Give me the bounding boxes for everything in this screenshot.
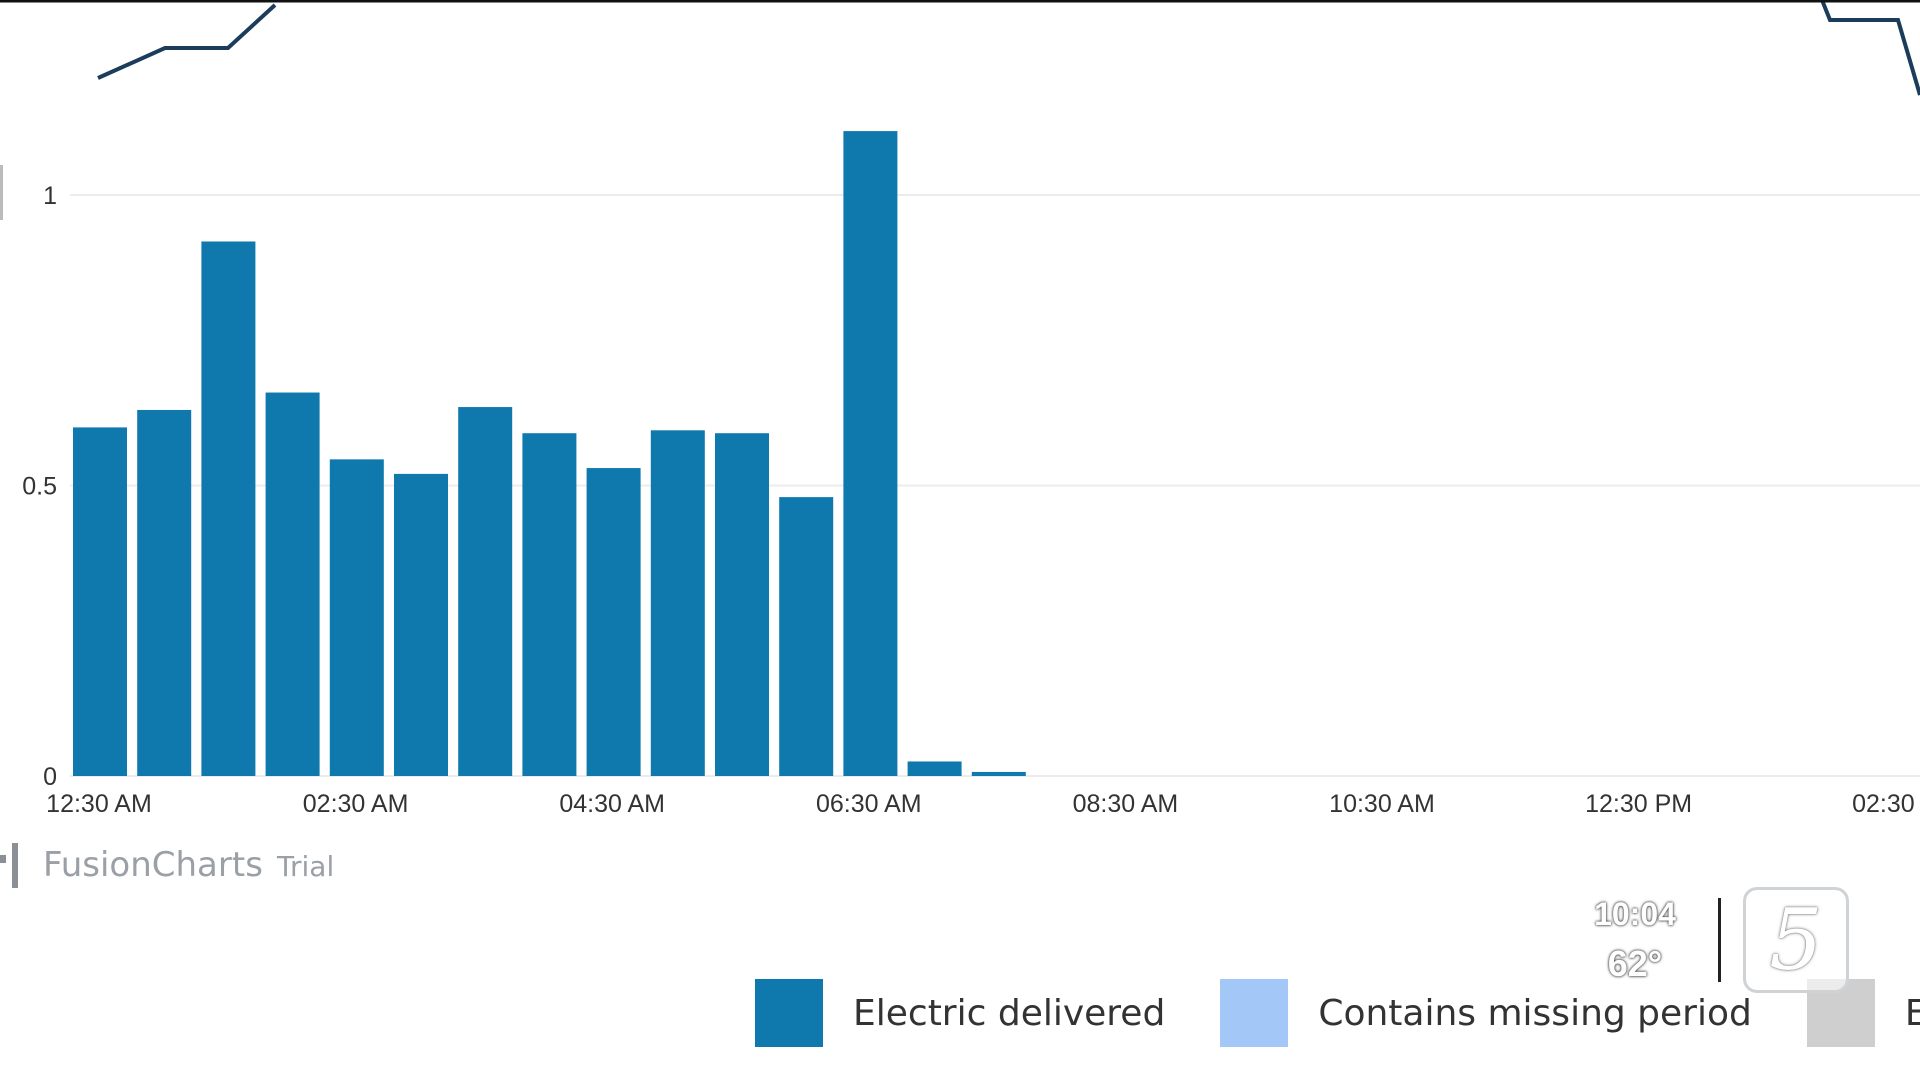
- tv-station-bug: 10:04 62° 5: [1580, 885, 1850, 995]
- temperature: 62°: [1607, 942, 1663, 984]
- cropped-chart-line-right: [1820, 0, 1920, 96]
- legend-label: Estim: [1904, 992, 1920, 1034]
- x-axis: 12:30 AM 02:30 AM 04:30 AM 06:30 AM 08:30 AM…: [46, 790, 1920, 818]
- y-axis: 00.51: [22, 182, 57, 791]
- x-tick-label: 08:30 AM: [1073, 790, 1179, 818]
- bar: [586, 468, 641, 776]
- bar: [329, 459, 384, 776]
- watermark-logo-bar-icon: [12, 843, 18, 888]
- x-tick-label: 04:30 AM: [559, 790, 665, 818]
- bar: [137, 409, 192, 776]
- time-temperature: 10:04 62°: [1580, 896, 1690, 985]
- bar: [779, 497, 834, 776]
- legend-item-electric-delivered: Electric delivered: [755, 979, 1165, 1047]
- y-tick-label: 0.5: [22, 473, 57, 501]
- left-edge-mark: [0, 165, 3, 220]
- legend-swatch: [1220, 979, 1289, 1047]
- bar: [73, 427, 127, 776]
- legend-item-missing-period: Contains missing period: [1220, 979, 1752, 1047]
- x-tick-label: 06:30 AM: [816, 790, 922, 818]
- legend: Electric delivered Contains missing peri…: [755, 978, 1920, 1048]
- watermark: FusionCharts Trial: [0, 843, 334, 888]
- y-tick-label: 0: [43, 763, 57, 791]
- channel-logo-icon: 5: [1743, 887, 1849, 993]
- cropped-chart-line-left: [97, 3, 277, 80]
- bar: [907, 761, 962, 776]
- bar: [522, 433, 577, 776]
- clock-time: 10:04: [1580, 896, 1690, 939]
- legend-label: Electric delivered: [853, 992, 1166, 1034]
- bars: [73, 131, 1026, 777]
- watermark-brand: FusionCharts: [43, 845, 263, 885]
- y-tick-label: 1: [43, 182, 57, 210]
- legend-label: Contains missing period: [1318, 992, 1752, 1034]
- legend-swatch: [755, 979, 823, 1047]
- bar: [971, 771, 1026, 776]
- x-tick-label: 02:30 AM: [303, 790, 409, 818]
- bar: [458, 407, 513, 776]
- bar: [201, 241, 256, 777]
- x-tick-label: 02:30 P: [1852, 790, 1920, 818]
- bar: [265, 392, 320, 776]
- x-tick-label: 10:30 AM: [1329, 790, 1435, 818]
- bar: [843, 131, 898, 777]
- watermark-suffix: Trial: [276, 850, 334, 883]
- bar: [650, 430, 705, 776]
- bar: [394, 473, 448, 776]
- watermark-logo-icon: [0, 855, 6, 863]
- bar: [715, 433, 769, 776]
- x-tick-label: 12:30 AM: [46, 790, 152, 818]
- bug-divider: [1718, 898, 1721, 982]
- x-tick-label: 12:30 PM: [1585, 790, 1692, 818]
